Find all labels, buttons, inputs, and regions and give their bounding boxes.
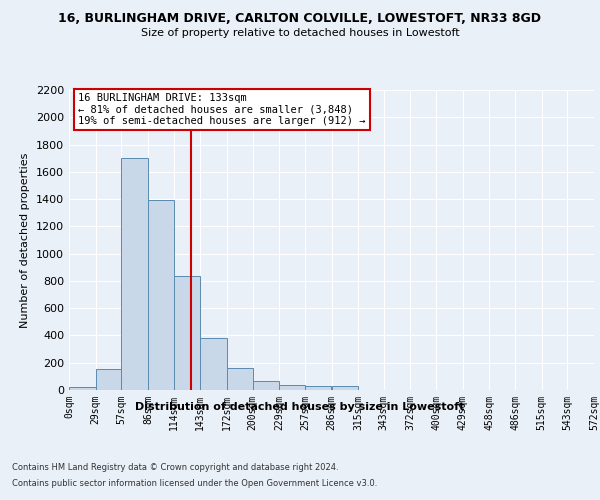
Bar — [305, 386, 331, 390]
Bar — [95, 369, 121, 390]
Text: Distribution of detached houses by size in Lowestoft: Distribution of detached houses by size … — [136, 402, 464, 412]
Bar — [173, 276, 200, 390]
Bar — [121, 158, 148, 390]
Y-axis label: Number of detached properties: Number of detached properties — [20, 152, 31, 328]
Text: Contains public sector information licensed under the Open Government Licence v3: Contains public sector information licen… — [12, 478, 377, 488]
Bar — [148, 200, 173, 390]
Bar — [200, 338, 227, 390]
Text: Size of property relative to detached houses in Lowestoft: Size of property relative to detached ho… — [140, 28, 460, 38]
Bar — [227, 368, 253, 390]
Bar — [69, 388, 95, 390]
Text: Contains HM Land Registry data © Crown copyright and database right 2024.: Contains HM Land Registry data © Crown c… — [12, 464, 338, 472]
Bar — [253, 381, 279, 390]
Text: 16 BURLINGHAM DRIVE: 133sqm
← 81% of detached houses are smaller (3,848)
19% of : 16 BURLINGHAM DRIVE: 133sqm ← 81% of det… — [78, 92, 365, 126]
Bar — [331, 386, 358, 390]
Bar — [279, 384, 305, 390]
Text: 16, BURLINGHAM DRIVE, CARLTON COLVILLE, LOWESTOFT, NR33 8GD: 16, BURLINGHAM DRIVE, CARLTON COLVILLE, … — [59, 12, 542, 26]
